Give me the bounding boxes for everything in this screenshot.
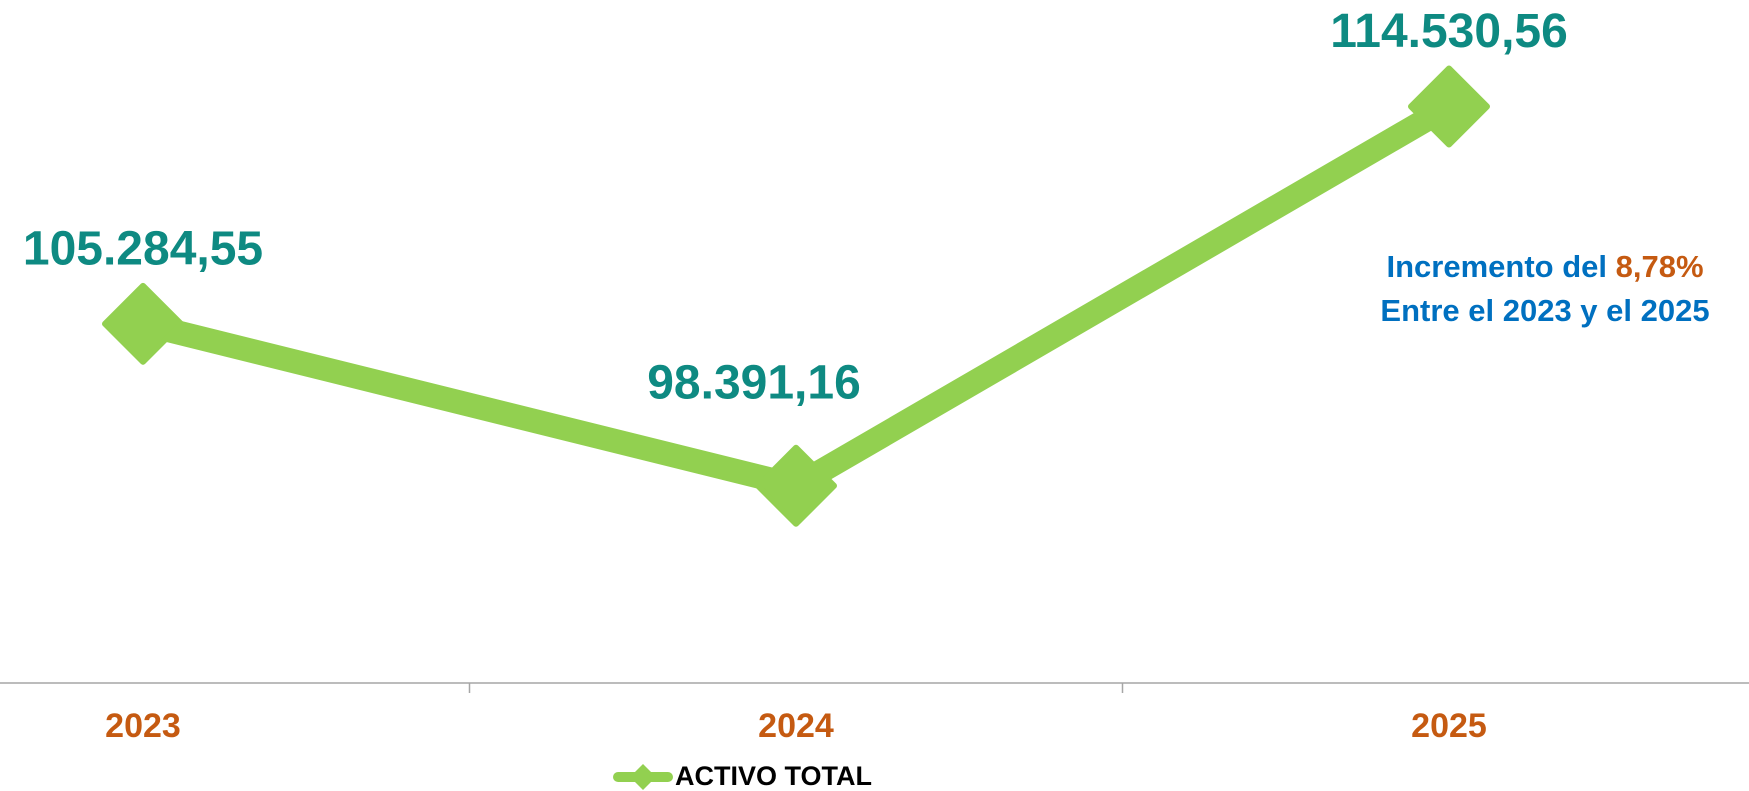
marker [102, 282, 184, 365]
legend-label: ACTIVO TOTAL [675, 761, 872, 791]
marker [1408, 65, 1490, 148]
x-tick-label: 2024 [758, 707, 834, 745]
annotation-text: Incremento del [1386, 249, 1607, 284]
x-tick-label: 2023 [105, 707, 181, 745]
line [140, 96, 1456, 498]
marker [755, 444, 837, 527]
data-label: 98.391,16 [647, 356, 861, 409]
annotation: Incremento del 8,78% [1386, 249, 1703, 284]
x-tick-label: 2025 [1411, 707, 1487, 745]
annotation-highlight: 8,78% [1616, 249, 1704, 284]
legend-marker [630, 764, 656, 790]
data-label: 114.530,56 [1330, 5, 1568, 58]
data-label: 105.284,55 [23, 222, 263, 275]
annotation-line: Entre el 2023 y el 2025 [1380, 293, 1709, 328]
